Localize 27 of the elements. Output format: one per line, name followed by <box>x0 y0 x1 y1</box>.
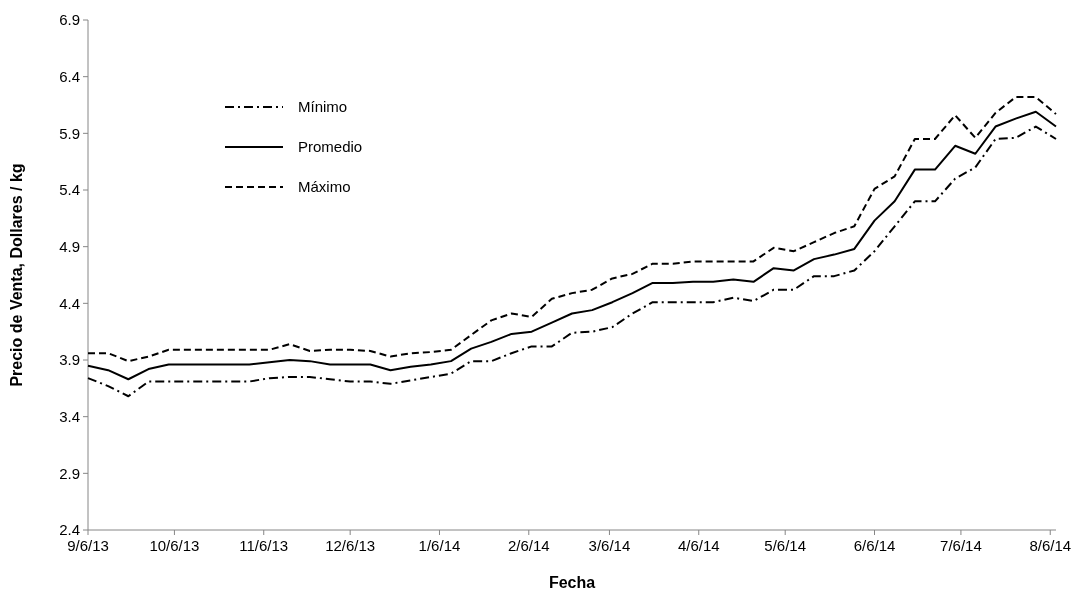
x-tick-label: 4/6/14 <box>677 537 720 554</box>
y-tick-label: 5.4 <box>59 181 80 199</box>
y-tick-label: 4.9 <box>59 237 80 255</box>
x-tick-label: 10/6/13 <box>149 537 200 554</box>
y-tick-label: 6.4 <box>59 67 80 85</box>
y-tick-label: 6.9 <box>59 11 80 29</box>
y-tick-label: 2.4 <box>59 521 80 539</box>
y-axis-title: Precio de Venta, Dollares / kg <box>8 163 25 387</box>
y-tick-label: 5.9 <box>59 124 80 142</box>
y-tick-label: 3.9 <box>59 351 80 369</box>
x-tick-label: 5/6/14 <box>764 537 807 554</box>
y-tick-label: 2.9 <box>59 464 80 482</box>
x-tick-label: 6/6/14 <box>853 537 896 554</box>
x-tick-label: 9/6/13 <box>67 537 109 554</box>
x-tick-label: 8/6/14 <box>1029 537 1072 554</box>
x-tick-label: 12/6/13 <box>325 537 376 554</box>
legend-label: Promedio <box>298 138 363 156</box>
legend-label: Máximo <box>298 178 351 196</box>
x-tick-label: 7/6/14 <box>940 537 982 554</box>
y-tick-label: 3.4 <box>59 407 80 425</box>
x-tick-label: 1/6/14 <box>418 537 461 554</box>
y-tick-label: 4.4 <box>59 294 80 312</box>
x-tick-label: 11/6/13 <box>239 537 289 554</box>
x-tick-label: 2/6/14 <box>507 537 550 554</box>
x-tick-label: 3/6/14 <box>588 537 631 554</box>
legend-label: Mínimo <box>298 98 348 116</box>
x-axis-title: Fecha <box>548 574 596 591</box>
